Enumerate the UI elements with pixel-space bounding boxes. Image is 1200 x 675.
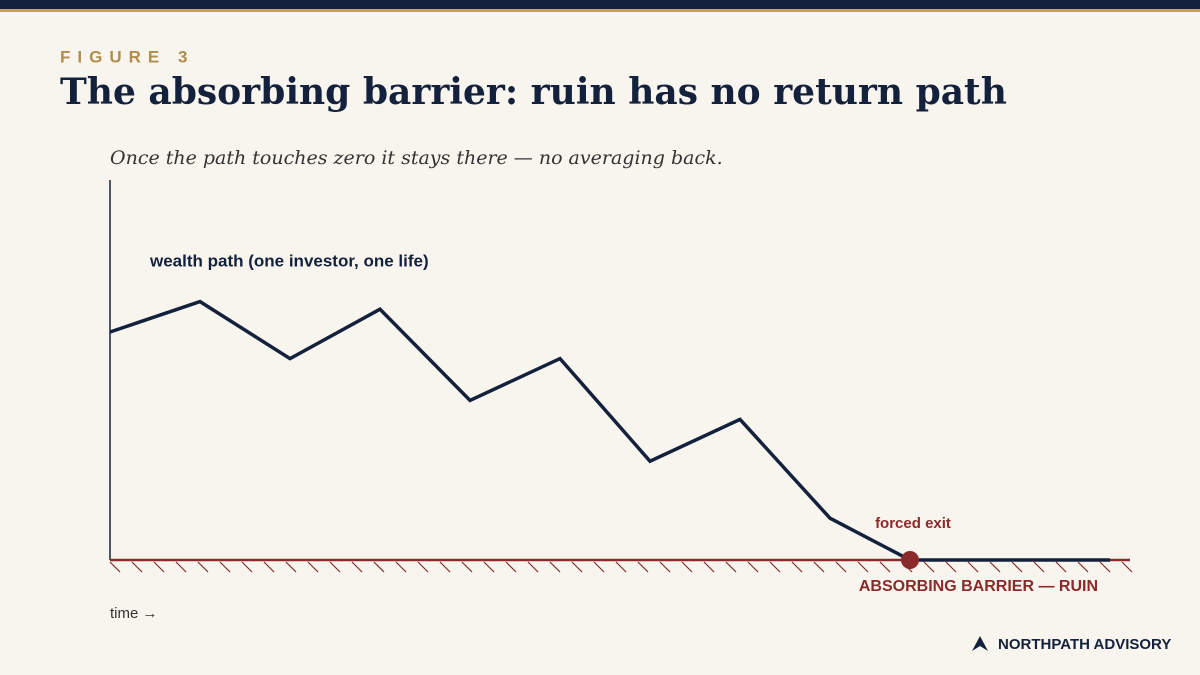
barrier-hatch	[549, 561, 561, 573]
barrier-hatch	[153, 561, 165, 573]
top-bar	[0, 0, 1200, 9]
barrier-hatch	[747, 561, 759, 573]
barrier-hatch	[659, 561, 671, 573]
chart-title: The absorbing barrier: ruin has no retur…	[60, 71, 1007, 113]
barrier-hatch	[1099, 561, 1111, 573]
barrier-hatch	[175, 561, 187, 573]
barrier-hatch	[395, 561, 407, 573]
barrier-hatch	[241, 561, 253, 573]
top-accent	[0, 9, 1200, 12]
brand: NORTHPATH ADVISORY	[998, 636, 1171, 653]
barrier-label: ABSORBING BARRIER — RUIN	[859, 578, 1098, 595]
annotation: forced exit	[875, 515, 951, 532]
barrier-hatch	[967, 561, 979, 573]
subtitle: Once the path touches zero it stays ther…	[110, 147, 723, 169]
barrier-hatch	[857, 561, 869, 573]
barrier-hatch	[527, 561, 539, 573]
figure-label: FIGURE 3	[60, 47, 194, 66]
barrier-hatch	[571, 561, 583, 573]
barrier-hatch	[351, 561, 363, 573]
barrier-hatch	[263, 561, 275, 573]
barrier-hatch	[197, 561, 209, 573]
x-axis-label: time →	[110, 605, 158, 622]
barrier-hatch	[791, 561, 803, 573]
barrier-hatch	[131, 561, 143, 573]
barrier-hatch	[989, 561, 1001, 573]
barrier-hatch	[615, 561, 627, 573]
series-label: wealth path (one investor, one life)	[149, 251, 429, 270]
barrier-hatch	[593, 561, 605, 573]
barrier-hatch	[307, 561, 319, 573]
barrier-hatch	[923, 561, 935, 573]
barrier-hatch	[879, 561, 891, 573]
barrier-hatch	[219, 561, 231, 573]
barrier-hatch	[417, 561, 429, 573]
barrier-hatch	[769, 561, 781, 573]
barrier-hatch	[637, 561, 649, 573]
exit-point	[901, 551, 919, 569]
barrier-hatch	[835, 561, 847, 573]
barrier-hatch	[945, 561, 957, 573]
barrier-hatch	[813, 561, 825, 573]
barrier-hatch	[461, 561, 473, 573]
barrier-hatch	[285, 561, 297, 573]
barrier-hatch	[373, 561, 385, 573]
barrier-hatch	[1033, 561, 1045, 573]
barrier-hatch	[725, 561, 737, 573]
barrier-hatch	[1121, 561, 1133, 573]
wealth-path	[109, 299, 1110, 562]
barrier-hatch	[505, 561, 517, 573]
barrier-hatch	[439, 561, 451, 573]
barrier-hatch	[329, 561, 341, 573]
barrier-hatch	[109, 561, 121, 573]
barrier-hatch	[1055, 561, 1067, 573]
barrier-hatch	[703, 561, 715, 573]
barrier-hatch	[1011, 561, 1023, 573]
brand-logo	[972, 636, 988, 651]
barrier-hatch	[1077, 561, 1089, 573]
barrier-hatch	[681, 561, 693, 573]
barrier-hatch	[483, 561, 495, 573]
